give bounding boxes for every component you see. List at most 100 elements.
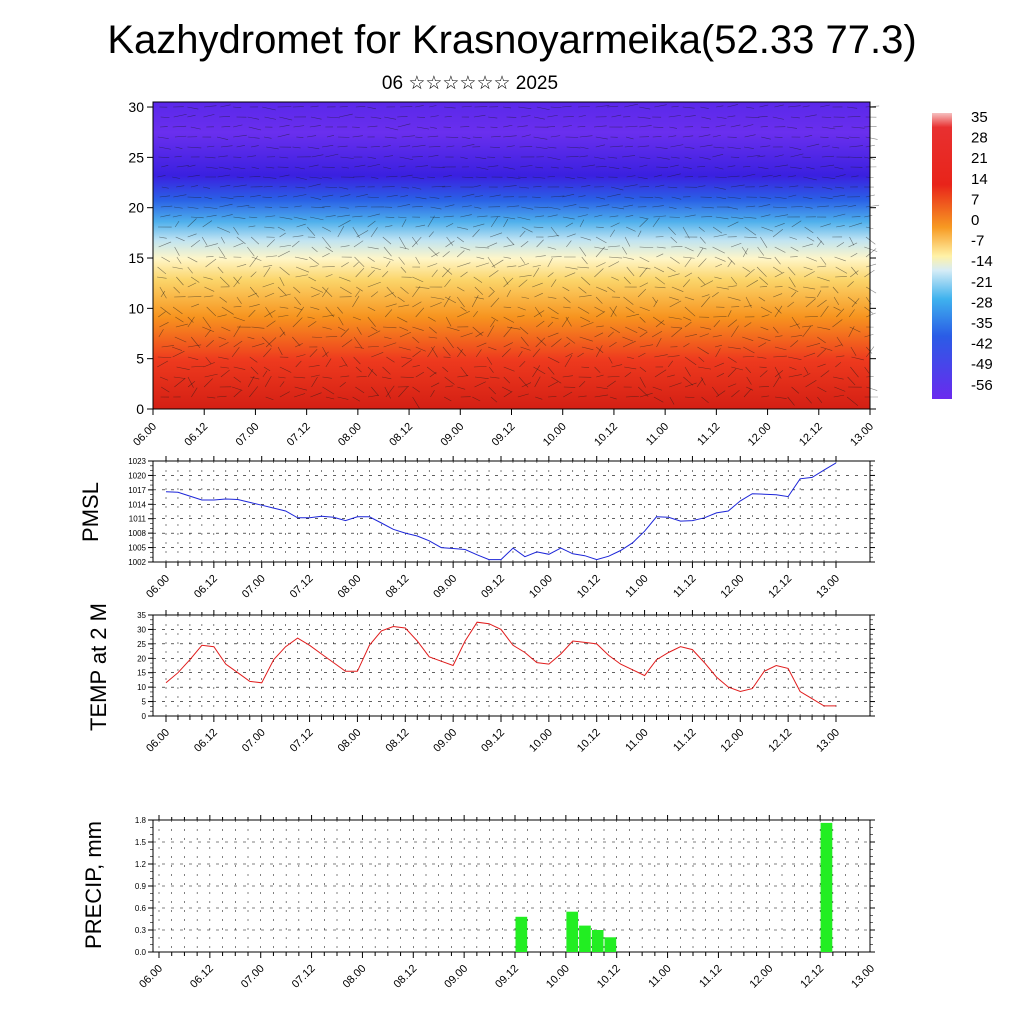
wind-streak xyxy=(655,276,666,285)
wind-streak xyxy=(816,240,822,248)
wind-streak xyxy=(427,215,435,228)
wind-streak xyxy=(655,184,665,188)
wind-streak xyxy=(832,286,839,294)
wind-streak xyxy=(307,226,316,236)
wind-streak xyxy=(534,206,548,208)
wind-streak xyxy=(671,105,679,108)
wind-streak xyxy=(340,156,354,159)
wind-streak xyxy=(247,116,260,120)
wind-streak xyxy=(743,388,752,398)
wind-streak xyxy=(205,258,217,268)
wind-streak xyxy=(262,106,276,111)
wind-streak xyxy=(609,229,616,238)
wind-streak xyxy=(639,306,650,312)
wind-streak xyxy=(158,156,170,158)
wind-streak xyxy=(817,276,830,282)
y-tick-label: 10 xyxy=(137,683,146,692)
wind-streak xyxy=(279,366,292,373)
wind-streak xyxy=(294,386,308,391)
wind-streak xyxy=(295,274,309,278)
wind-streak xyxy=(653,299,659,308)
wind-streak xyxy=(307,146,320,150)
wind-streak xyxy=(491,259,504,268)
wind-streak xyxy=(487,325,495,338)
wind-streak xyxy=(668,115,681,118)
wind-streak xyxy=(760,236,768,248)
wind-streak xyxy=(400,286,409,294)
wind-streak xyxy=(626,356,635,359)
wind-streak xyxy=(761,174,773,178)
wind-streak xyxy=(277,226,285,231)
wind-streak xyxy=(566,146,581,149)
wind-streak xyxy=(204,196,213,200)
wind-streak xyxy=(744,134,756,138)
wind-streak xyxy=(715,216,729,220)
x-tick-label: 08.12 xyxy=(387,421,415,449)
wind-streak xyxy=(832,194,846,198)
wind-streak xyxy=(431,346,438,358)
wind-streak xyxy=(624,372,632,378)
wind-streak xyxy=(310,374,320,378)
wind-streak xyxy=(594,306,605,313)
wind-streak xyxy=(609,306,617,317)
wind-streak xyxy=(503,185,517,188)
wind-streak xyxy=(758,204,771,208)
wind-streak xyxy=(638,352,646,358)
wind-streak xyxy=(864,366,870,374)
wind-streak xyxy=(626,226,636,232)
wind-streak xyxy=(457,286,465,292)
wind-streak xyxy=(757,356,767,359)
wind-streak xyxy=(547,126,556,128)
wind-streak xyxy=(834,344,842,348)
wind-streak xyxy=(296,223,306,228)
wind-streak xyxy=(457,375,469,378)
wind-streak xyxy=(291,240,300,248)
wind-streak xyxy=(563,166,573,169)
wind-streak xyxy=(684,176,694,178)
wind-streak xyxy=(326,134,335,138)
wind-streak xyxy=(760,126,768,128)
wind-streak xyxy=(519,274,532,278)
wind-streak xyxy=(835,362,842,368)
wind-streak xyxy=(503,156,512,159)
wind-streak xyxy=(278,376,286,379)
wind-streak xyxy=(637,145,650,148)
wind-streak xyxy=(701,296,711,308)
x-tick-label: 11.00 xyxy=(644,421,671,448)
wind-streak xyxy=(355,106,366,108)
wind-streak xyxy=(623,204,633,208)
wind-streak xyxy=(563,116,574,118)
wind-streak xyxy=(848,326,855,338)
wind-streak xyxy=(520,256,526,264)
wind-streak xyxy=(532,196,541,198)
colorbar-label: 35 xyxy=(971,109,988,126)
wind-streak xyxy=(265,396,274,401)
wind-streak xyxy=(355,194,368,198)
wind-streak xyxy=(772,228,784,238)
wind-streak xyxy=(701,116,711,120)
wind-streak xyxy=(622,155,636,158)
wind-streak xyxy=(460,366,468,377)
wind-streak xyxy=(398,256,405,265)
wind-streak xyxy=(296,354,306,358)
wind-streak xyxy=(682,279,691,288)
wind-streak xyxy=(746,386,754,391)
wind-streak xyxy=(326,116,340,119)
x-tick-label: 06.12 xyxy=(192,727,220,755)
wind-streak xyxy=(532,348,541,358)
precip-panel: PRECIP, mm 0.0 0.3 0.6 0.9 1.2 1.5 1.8 06.00 06.… xyxy=(81,815,877,991)
wind-streak xyxy=(683,316,692,321)
x-tick-label: 07.00 xyxy=(240,727,268,755)
wind-streak xyxy=(832,319,843,328)
precip-ylabel: PRECIP, mm xyxy=(81,821,106,949)
wind-streak xyxy=(594,366,601,373)
wind-streak xyxy=(461,176,474,179)
wind-streak xyxy=(550,166,559,169)
wind-streak xyxy=(727,296,741,301)
wind-streak xyxy=(609,342,617,348)
wind-streak xyxy=(456,296,465,308)
wind-streak xyxy=(249,255,258,268)
wind-streak xyxy=(517,315,525,318)
wind-streak xyxy=(367,125,378,128)
wind-streak xyxy=(385,216,395,219)
